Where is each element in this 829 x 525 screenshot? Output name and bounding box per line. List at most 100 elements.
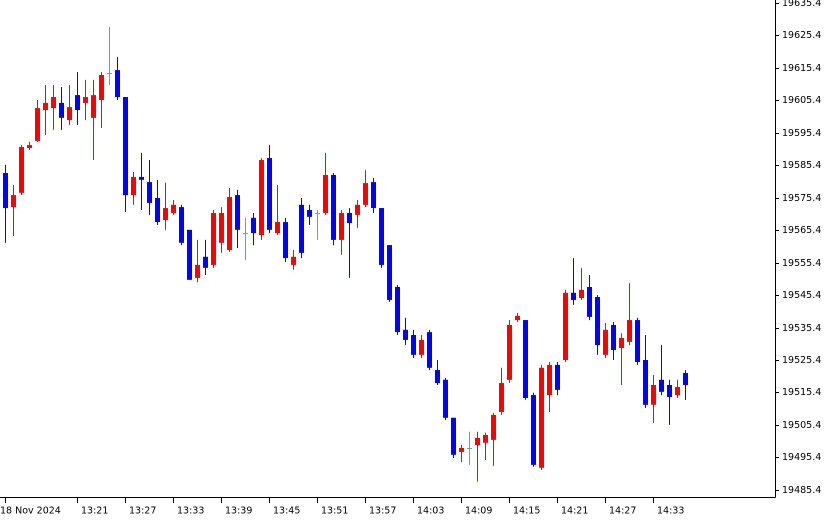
candle-body	[51, 97, 56, 109]
candle-body	[451, 417, 456, 455]
candle-body	[667, 385, 672, 398]
candle-body	[203, 256, 208, 268]
candle-body	[107, 73, 112, 75]
candle-body	[403, 329, 408, 340]
candle-body	[435, 370, 440, 384]
y-tick-label: 19545.4	[782, 290, 821, 301]
candle-body	[291, 256, 296, 265]
candle-body	[427, 332, 432, 368]
candle-body	[267, 158, 272, 230]
y-tick-label: 19615.4	[782, 63, 821, 74]
candle-body	[475, 437, 480, 446]
y-tick-label: 19595.4	[782, 128, 821, 139]
candle-body	[627, 320, 632, 342]
y-tick-label: 19495.4	[782, 452, 821, 463]
candle-body	[539, 367, 544, 468]
x-tick-label: 13:27	[129, 506, 156, 517]
y-tick-label: 19525.4	[782, 355, 821, 366]
candle-body	[603, 329, 608, 355]
x-tick-label: 14:33	[657, 506, 684, 517]
candle-body	[395, 286, 400, 333]
y-tick-label: 19575.4	[782, 193, 821, 204]
candle-body	[75, 95, 80, 111]
candle-body	[587, 286, 592, 317]
candle-body	[579, 289, 584, 299]
candle-body	[139, 176, 144, 180]
candle-body	[3, 173, 8, 209]
candle-body	[523, 320, 528, 398]
candle-body	[531, 395, 536, 465]
x-tick-label: 14:09	[465, 506, 492, 517]
candle-body	[155, 198, 160, 223]
candle-body	[459, 447, 464, 452]
candle-body	[299, 204, 304, 253]
candle-body	[259, 160, 264, 236]
candle-body	[659, 379, 664, 392]
y-tick-label: 19585.4	[782, 160, 821, 171]
y-tick-label: 19515.4	[782, 387, 821, 398]
candle-body	[179, 207, 184, 243]
candle-body	[379, 208, 384, 265]
candle-body	[115, 70, 120, 98]
candle-body	[675, 386, 680, 396]
candle-body	[323, 174, 328, 213]
x-tick-label: 13:21	[81, 506, 108, 517]
candle-body	[19, 147, 24, 193]
candle-body	[443, 379, 448, 418]
candle-body	[251, 217, 256, 234]
y-tick-label: 19555.4	[782, 258, 821, 269]
candle-body	[595, 297, 600, 346]
candle-body	[571, 292, 576, 300]
candle-body	[275, 222, 280, 234]
candle-body	[419, 339, 424, 355]
x-tick-label: 14:27	[609, 506, 636, 517]
candle-body	[59, 102, 64, 118]
candle-body	[307, 210, 312, 217]
candle-body	[499, 383, 504, 412]
x-tick-label: 13:45	[273, 506, 300, 517]
candle-body	[467, 447, 472, 449]
y-tick-label: 19505.4	[782, 420, 821, 431]
candle-body	[235, 195, 240, 230]
candle-body	[331, 174, 336, 240]
y-tick-label: 19605.4	[782, 95, 821, 106]
candle-body	[131, 176, 136, 196]
candle-body	[91, 95, 96, 118]
candle-body	[315, 212, 320, 214]
candle-body	[619, 337, 624, 348]
candle-body	[99, 74, 104, 100]
candle-body	[11, 195, 16, 208]
candle-body	[227, 197, 232, 250]
candle-body	[507, 324, 512, 380]
x-tick-label: 13:39	[225, 506, 252, 517]
candle-body	[35, 108, 40, 141]
candle-body	[555, 364, 560, 390]
x-tick-label: 13:51	[321, 506, 348, 517]
candle-body	[243, 233, 248, 235]
x-tick-label: 14:21	[561, 506, 588, 517]
candle-body	[355, 204, 360, 215]
candle-body	[683, 372, 688, 386]
candle-body	[635, 320, 640, 362]
x-tick-label: 13:57	[369, 506, 396, 517]
x-tick-label: 14:15	[513, 506, 540, 517]
x-tick-label: 13:33	[177, 506, 204, 517]
candle-body	[283, 222, 288, 259]
y-tick-label: 19565.4	[782, 225, 821, 236]
candle-body	[123, 97, 128, 196]
candle-body	[563, 292, 568, 361]
y-tick-label: 19485.4	[782, 485, 821, 496]
candle-body	[515, 315, 520, 321]
y-tick-label: 19625.4	[782, 30, 821, 41]
candle-body	[67, 107, 72, 121]
candle-body	[363, 183, 368, 205]
y-tick-label: 19635.4	[782, 0, 821, 9]
candle-body	[347, 212, 352, 224]
candle-body	[387, 245, 392, 300]
candle-body	[219, 212, 224, 243]
candle-body	[547, 364, 552, 396]
candle-body	[371, 182, 376, 209]
